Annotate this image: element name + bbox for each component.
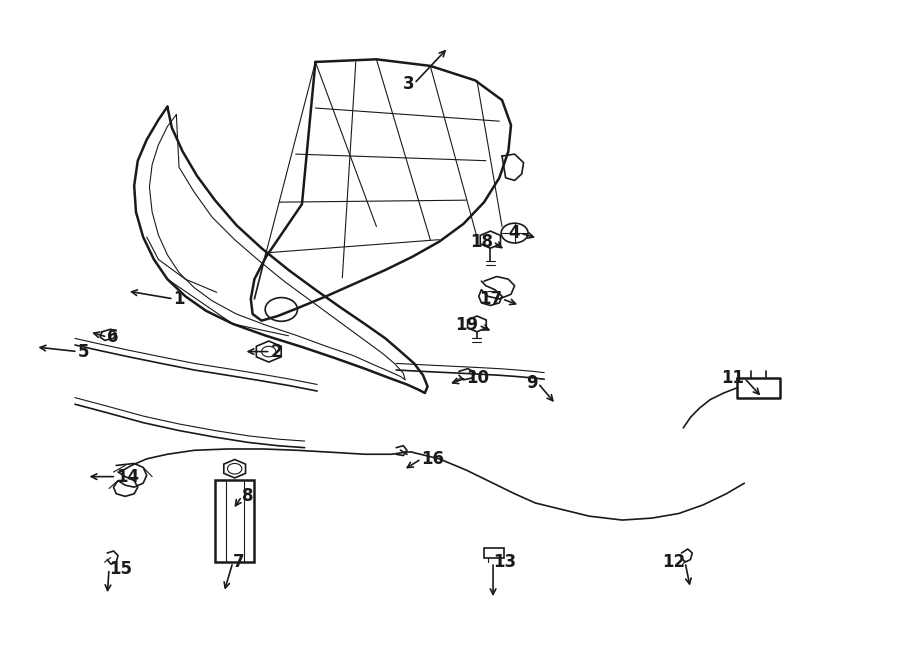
Bar [215,480,255,563]
Text: 18: 18 [470,233,493,251]
Text: 17: 17 [479,290,502,308]
Text: 16: 16 [421,450,445,468]
Text: 15: 15 [109,560,132,578]
Text: 7: 7 [233,553,245,571]
Text: 6: 6 [107,328,119,346]
Text: 10: 10 [466,369,490,387]
Text: 9: 9 [526,374,538,392]
Text: 4: 4 [508,224,520,242]
Text: 13: 13 [493,553,517,571]
Text: 14: 14 [116,467,140,486]
Text: 5: 5 [77,342,89,360]
Text: 12: 12 [662,553,685,571]
Text: 8: 8 [242,487,253,506]
Text: 3: 3 [402,75,414,93]
Text: 1: 1 [174,290,185,308]
Text: 2: 2 [271,342,283,360]
Bar [484,548,504,558]
Text: 11: 11 [721,369,744,387]
Text: 19: 19 [455,316,479,334]
